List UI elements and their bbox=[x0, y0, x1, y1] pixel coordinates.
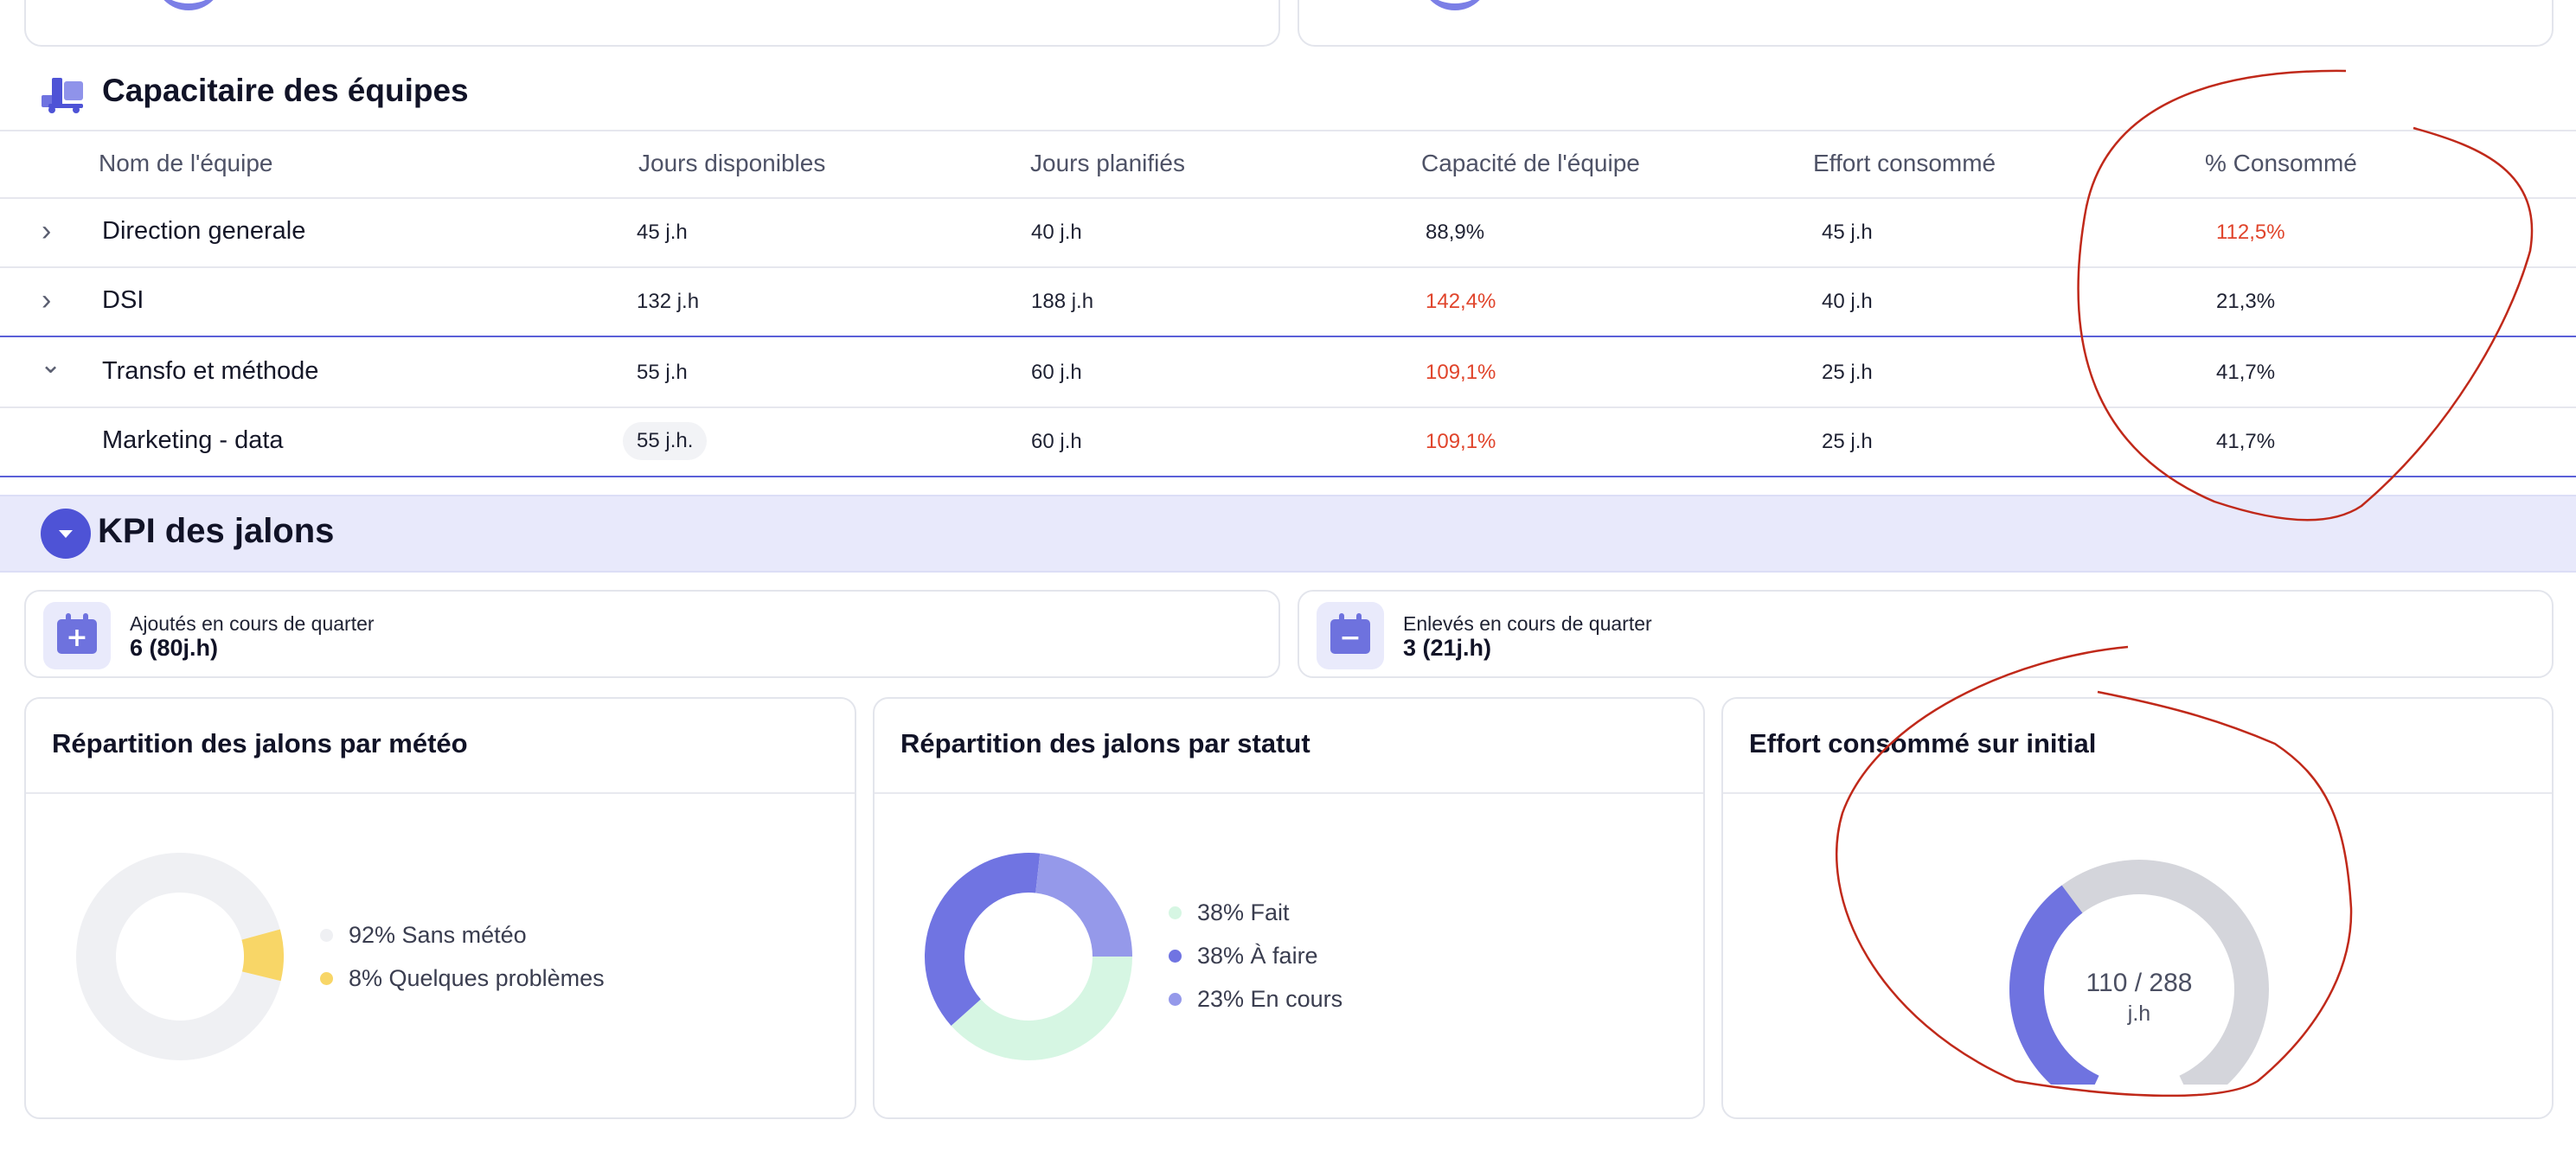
table-border-accent bbox=[0, 476, 2576, 477]
chart-card-effort: Effort consommé sur initial 110 / 288 j.… bbox=[1721, 697, 2554, 1119]
chart-legend: 38% Fait 38% À faire 23% En cours bbox=[1169, 891, 1342, 1021]
chart-card-header: Répartition des jalons par statut bbox=[875, 699, 1703, 794]
chart-legend: 92% Sans météo 8% Quelques problèmes bbox=[320, 913, 605, 1000]
legend-item: 92% Sans météo bbox=[320, 913, 605, 957]
cell-jours-planifies: 60 j.h bbox=[1031, 361, 1082, 384]
top-card-right bbox=[1298, 0, 2554, 47]
chart-card-header: Effort consommé sur initial bbox=[1723, 699, 2552, 794]
cell-pct-consomme: 21,3% bbox=[2216, 290, 2276, 313]
cell-pct-consomme: 41,7% bbox=[2216, 430, 2276, 453]
cell-jours-disponibles: 45 j.h bbox=[637, 221, 688, 244]
column-header-jours-disponibles[interactable]: Jours disponibles bbox=[638, 150, 826, 176]
row-expand-chevron[interactable]: › bbox=[42, 214, 52, 247]
legend-label: 92% Sans météo bbox=[349, 921, 527, 948]
truck-icon bbox=[42, 78, 83, 113]
row-expand-chevron[interactable]: › bbox=[42, 284, 52, 317]
donut-slice-en-cours[interactable] bbox=[1035, 853, 1132, 957]
legend-dot bbox=[1169, 949, 1182, 963]
cell-jours-disponibles: 55 j.h bbox=[637, 361, 688, 384]
table-border-accent bbox=[0, 336, 2576, 337]
cell-jours-planifies: 188 j.h bbox=[1031, 290, 1094, 313]
chart-title: Effort consommé sur initial bbox=[1749, 728, 2097, 758]
chart-card-meteo: Répartition des jalons par météo 92% San… bbox=[24, 697, 856, 1119]
cell-capacite: 109,1% bbox=[1426, 361, 1496, 384]
legend-label: 38% Fait bbox=[1197, 899, 1290, 925]
cell-pct-consomme: 112,5% bbox=[2216, 221, 2285, 244]
legend-label: 38% À faire bbox=[1197, 942, 1318, 969]
cell-jours-planifies: 60 j.h bbox=[1031, 430, 1082, 453]
gauge-unit: j.h bbox=[2127, 1002, 2151, 1026]
legend-dot bbox=[320, 928, 333, 942]
stat-label: Ajoutés en cours de quarter bbox=[130, 612, 375, 635]
chart-card-header: Répartition des jalons par météo bbox=[26, 699, 855, 794]
cell-jours-disponibles: 132 j.h bbox=[637, 290, 700, 313]
cell-jours-planifies: 40 j.h bbox=[1031, 221, 1082, 244]
stat-value: 6 (80j.h) bbox=[130, 635, 219, 661]
legend-item: 8% Quelques problèmes bbox=[320, 957, 605, 1000]
legend-label: 8% Quelques problèmes bbox=[349, 964, 605, 991]
team-name[interactable]: Direction generale bbox=[102, 217, 306, 245]
cell-pct-consomme: 41,7% bbox=[2216, 361, 2276, 384]
annotation-circle-gauge bbox=[1835, 645, 2353, 1098]
section-title-capacitaire: Capacitaire des équipes bbox=[102, 73, 469, 108]
calendar-plus-icon: + bbox=[43, 602, 111, 669]
donut-slice-sans-meteo[interactable] bbox=[76, 853, 281, 1060]
donut-slice-quelques-problemes[interactable] bbox=[241, 929, 285, 982]
sub-team-name[interactable]: Marketing - data bbox=[102, 426, 284, 454]
legend-dot bbox=[320, 971, 333, 985]
legend-item: 23% En cours bbox=[1169, 977, 1342, 1021]
section-title-kpi: KPI des jalons bbox=[98, 512, 335, 550]
chart-fragment bbox=[154, 0, 223, 10]
effort-gauge-chart bbox=[2009, 860, 2269, 1085]
team-name[interactable]: Transfo et méthode bbox=[102, 357, 319, 385]
donut-slice-fait[interactable] bbox=[951, 957, 1132, 1060]
chart-title: Répartition des jalons par météo bbox=[52, 728, 468, 758]
column-header-pct-consomme[interactable]: % Consommé bbox=[2205, 150, 2357, 176]
column-header-jours-planifies[interactable]: Jours planifiés bbox=[1030, 150, 1185, 176]
column-header-team[interactable]: Nom de l'équipe bbox=[99, 150, 273, 176]
cell-effort: 40 j.h bbox=[1822, 290, 1873, 313]
legend-item: 38% Fait bbox=[1169, 891, 1342, 934]
collapse-toggle-icon[interactable] bbox=[41, 509, 91, 559]
cell-capacite: 142,4% bbox=[1426, 290, 1496, 313]
kpi-section-header bbox=[0, 495, 2576, 573]
calendar-minus-icon: − bbox=[1317, 602, 1384, 669]
stat-label: Enlevés en cours de quarter bbox=[1403, 612, 1652, 635]
legend-dot bbox=[1169, 906, 1182, 919]
gauge-value: 110 / 288 bbox=[2086, 969, 2193, 997]
team-name[interactable]: DSI bbox=[102, 286, 144, 314]
cell-capacite: 109,1% bbox=[1426, 430, 1496, 453]
cell-effort: 25 j.h bbox=[1822, 361, 1873, 384]
legend-dot bbox=[1169, 992, 1182, 1006]
gauge-fill bbox=[2009, 885, 2099, 1085]
cell-effort: 45 j.h bbox=[1822, 221, 1873, 244]
annotation-circle-pct bbox=[2077, 69, 2534, 522]
column-header-capacite[interactable]: Capacité de l'équipe bbox=[1421, 150, 1640, 176]
column-header-effort[interactable]: Effort consommé bbox=[1813, 150, 1996, 176]
statut-donut-chart bbox=[925, 853, 1132, 1060]
top-card-left bbox=[24, 0, 1280, 47]
cell-jours-disponibles-editable[interactable]: 55 j.h. bbox=[623, 422, 708, 460]
stat-value: 3 (21j.h) bbox=[1403, 635, 1492, 661]
chart-title: Répartition des jalons par statut bbox=[900, 728, 1310, 758]
stat-card-removed: − Enlevés en cours de quarter 3 (21j.h) bbox=[1298, 590, 2554, 678]
meteo-donut-chart bbox=[76, 853, 285, 1060]
table-border bbox=[0, 130, 2576, 131]
legend-item: 38% À faire bbox=[1169, 934, 1342, 977]
chart-fragment bbox=[1420, 0, 1490, 10]
table-border bbox=[0, 266, 2576, 268]
table-border bbox=[0, 197, 2576, 199]
cell-effort: 25 j.h bbox=[1822, 430, 1873, 453]
row-collapse-chevron[interactable]: ⌄ bbox=[40, 350, 62, 379]
table-border bbox=[0, 406, 2576, 408]
stat-card-added: + Ajoutés en cours de quarter 6 (80j.h) bbox=[24, 590, 1280, 678]
legend-label: 23% En cours bbox=[1197, 985, 1343, 1012]
cell-capacite: 88,9% bbox=[1426, 221, 1485, 244]
chart-card-statut: Répartition des jalons par statut 38% Fa… bbox=[873, 697, 1705, 1119]
donut-slice-a-faire[interactable] bbox=[925, 853, 1041, 1027]
